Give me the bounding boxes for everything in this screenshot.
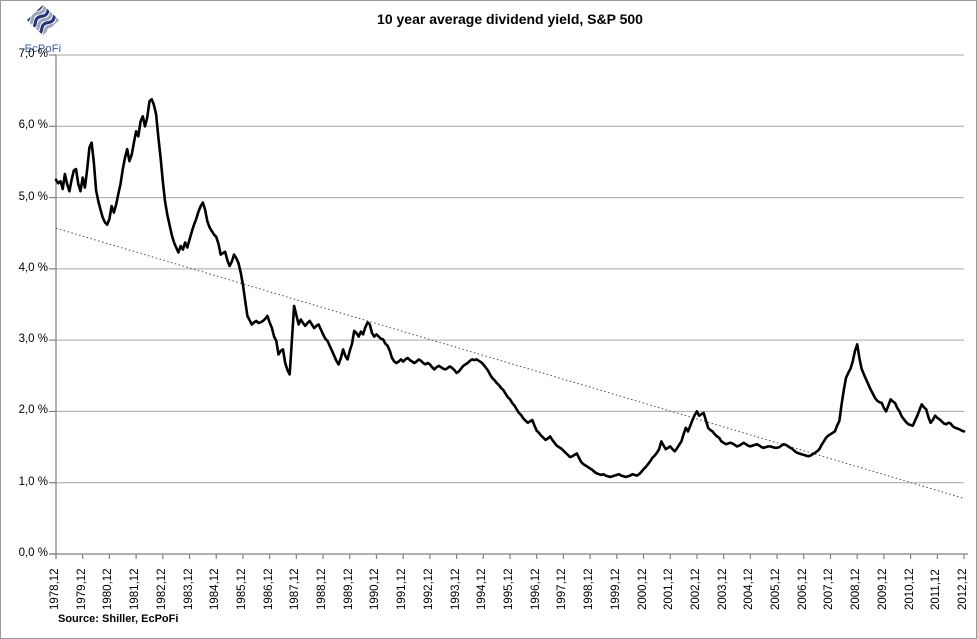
x-tick-label: 1996,12 [529, 568, 542, 610]
x-tick-label: 1992,12 [422, 568, 435, 610]
x-tick-label: 1987,12 [289, 568, 302, 610]
x-tick-label: 2001,12 [663, 568, 676, 610]
y-tick-label: 2,0 % [18, 404, 48, 417]
source-note: Source: Shiller, EcPoFi [58, 613, 179, 625]
x-tick-label: 1999,12 [609, 568, 622, 610]
x-tick-label: 1984,12 [209, 568, 222, 610]
ecpofi-diamond-logo-icon [26, 4, 60, 36]
x-tick-label: 1989,12 [342, 568, 355, 610]
x-tick-label: 2011,12 [930, 569, 943, 610]
y-tick-label: 1,0 % [18, 475, 48, 488]
y-tick-label: 6,0 % [18, 119, 48, 132]
x-tick-label: 2009,12 [876, 568, 889, 610]
x-tick-label: 2000,12 [636, 568, 649, 610]
x-tick-label: 1988,12 [316, 568, 329, 610]
x-tick-label: 1991,12 [396, 568, 409, 610]
y-tick-label: 4,0 % [18, 261, 48, 274]
y-tick-label: 5,0 % [18, 190, 48, 203]
x-tick-label: 1997,12 [556, 568, 569, 610]
dividend-yield-line [54, 97, 966, 479]
x-tick-label: 1978,12 [49, 568, 61, 610]
x-tick-label: 1980,12 [102, 568, 115, 610]
y-tick-label: 0,0 % [18, 547, 48, 559]
x-tick-label: 1981,12 [129, 568, 142, 610]
y-tick-label: 3,0 % [18, 333, 48, 346]
x-tick-label: 2005,12 [770, 568, 783, 610]
x-tick-label: 1979,12 [75, 568, 88, 610]
x-tick-label: 1982,12 [155, 568, 168, 610]
x-tick-label: 2012,12 [957, 568, 969, 610]
x-tick-label: 1983,12 [182, 568, 195, 610]
x-tick-label: 2007,12 [823, 568, 836, 610]
logo-text: EcPoFi [24, 43, 62, 55]
x-tick-label: 1995,12 [503, 568, 515, 610]
chart-title: 10 year average dividend yield, S&P 500 [377, 11, 643, 27]
x-tick-label: 1994,12 [476, 568, 489, 610]
x-tick-label: 1986,12 [262, 568, 275, 610]
x-tick-label: 2008,12 [850, 568, 863, 610]
x-tick-label: 2002,12 [689, 568, 702, 610]
x-tick-label: 2003,12 [716, 568, 729, 610]
y-tick-label: 7,0 % [18, 48, 48, 60]
ecpofi-logo: EcPoFi [21, 4, 65, 55]
x-tick-label: 2004,12 [743, 568, 756, 610]
x-tick-label: 1985,12 [235, 568, 248, 610]
x-tick-label: 2010,12 [903, 568, 916, 610]
x-tick-label: 1993,12 [449, 568, 462, 610]
x-tick-label: 2006,12 [796, 568, 809, 610]
x-tick-label: 1998,12 [583, 568, 596, 610]
x-tick-label: 1990,12 [369, 568, 382, 610]
